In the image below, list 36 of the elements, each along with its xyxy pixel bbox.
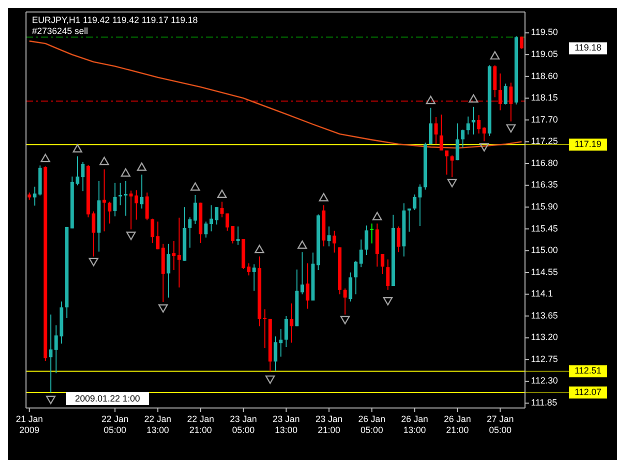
x-tick-label: 22 Jan 05:00 — [101, 414, 128, 435]
x-tick-label: 26 Jan 05:00 — [358, 414, 386, 435]
y-tick-label: 117.25 — [531, 136, 558, 146]
ref-line-label: 117.19 — [574, 139, 602, 150]
ref-line-label: #2736245 sell — [32, 26, 88, 36]
x-tick-label: 21 Jan 2009 — [16, 414, 43, 435]
y-tick-label: 113.20 — [531, 332, 558, 342]
x-tick-label: 23 Jan 13:00 — [272, 414, 300, 435]
x-tick-label: 23 Jan 21:00 — [315, 414, 343, 435]
y-tick-label: 114.1 — [531, 288, 553, 299]
y-tick-label: 119.05 — [531, 48, 558, 59]
ref-line-label: 112.51 — [574, 366, 602, 376]
x-tick-label: 26 Jan 13:00 — [401, 414, 428, 435]
y-tick-label: 115.45 — [531, 223, 558, 234]
y-tick-label: 112.75 — [531, 354, 558, 364]
y-tick-label: 116.80 — [531, 158, 558, 168]
y-tick-label: 112.30 — [531, 376, 558, 386]
x-tick-label: 26 Jan 21:00 — [444, 414, 471, 435]
y-tick-label: 113.65 — [531, 310, 558, 320]
y-tick-label: 114.55 — [531, 266, 558, 277]
ref-line-label: 112.07 — [574, 386, 602, 397]
y-tick-label: 118.15 — [531, 92, 558, 103]
text: 119.18 — [574, 42, 602, 53]
y-tick-label: 119.50 — [531, 27, 558, 38]
y-tick-label: 118.60 — [531, 70, 558, 81]
y-tick-label: 117.70 — [531, 114, 558, 124]
y-tick-label: 115.00 — [531, 245, 558, 256]
x-tick-label: 22 Jan 13:00 — [144, 414, 172, 435]
y-tick-label: 111.85 — [531, 398, 558, 408]
chart-title: EURJPY,H1 119.42 119.42 119.17 119.18 — [32, 15, 198, 25]
x-tick-label: 22 Jan 21:00 — [187, 414, 214, 435]
x-tick-label: 27 Jan 05:00 — [486, 414, 514, 435]
y-tick-label: 116.35 — [531, 180, 558, 190]
y-tick-label: 115.90 — [531, 201, 558, 212]
annotation: 2009.01.22 1:00 — [74, 393, 140, 404]
x-tick-label: 23 Jan 05:00 — [230, 414, 257, 435]
